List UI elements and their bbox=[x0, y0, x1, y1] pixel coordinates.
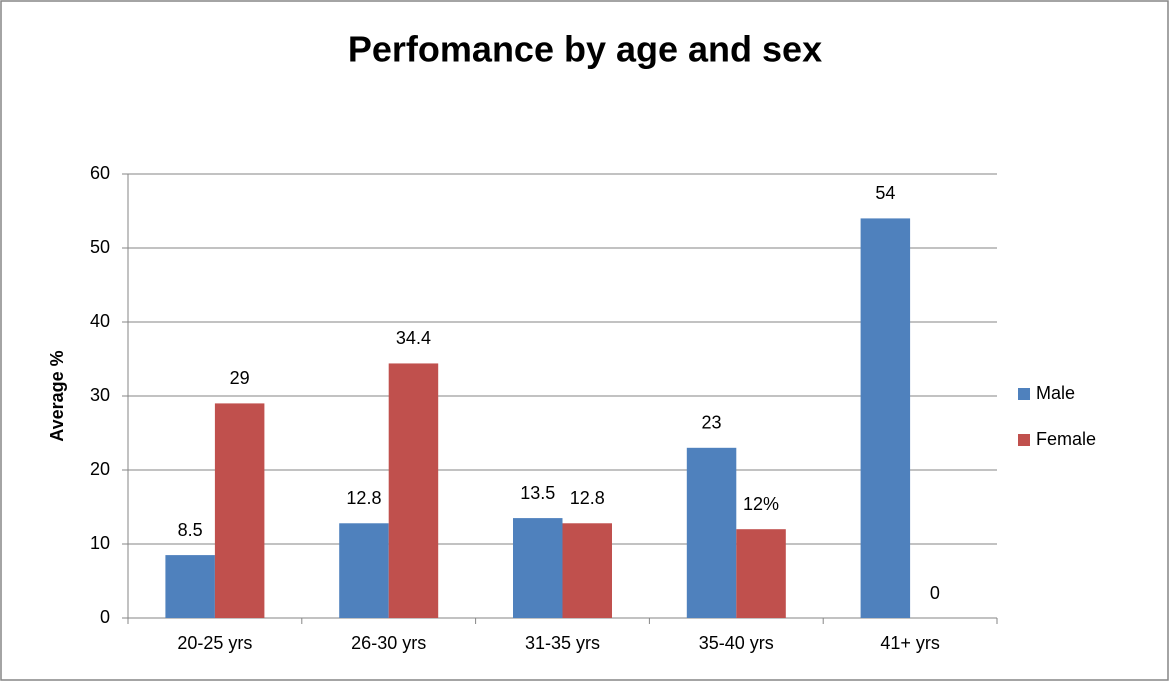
legend-swatch bbox=[1018, 388, 1030, 400]
y-tick-label: 50 bbox=[90, 237, 110, 257]
data-label: 34.4 bbox=[396, 328, 431, 348]
x-tick-label: 35-40 yrs bbox=[699, 633, 774, 653]
legend-label: Female bbox=[1036, 429, 1096, 449]
legend-label: Male bbox=[1036, 383, 1075, 403]
y-tick-label: 40 bbox=[90, 311, 110, 331]
bar bbox=[736, 529, 786, 618]
data-label: 8.5 bbox=[178, 520, 203, 540]
bar bbox=[562, 523, 612, 618]
data-label: 0 bbox=[930, 583, 940, 603]
bar bbox=[339, 523, 389, 618]
legend-swatch bbox=[1018, 434, 1030, 446]
bar bbox=[513, 518, 563, 618]
data-label: 29 bbox=[230, 368, 250, 388]
y-tick-label: 30 bbox=[90, 385, 110, 405]
data-label: 12.8 bbox=[346, 488, 381, 508]
x-tick-label: 41+ yrs bbox=[880, 633, 940, 653]
x-tick-label: 20-25 yrs bbox=[177, 633, 252, 653]
bar bbox=[686, 447, 737, 618]
data-label: 54 bbox=[875, 183, 895, 203]
bar bbox=[214, 403, 265, 618]
data-label: 12.8 bbox=[570, 488, 605, 508]
chart-title: Perfomance by age and sex bbox=[348, 29, 822, 70]
x-tick-label: 26-30 yrs bbox=[351, 633, 426, 653]
y-axis-label: Average % bbox=[47, 350, 67, 441]
y-tick-label: 60 bbox=[90, 163, 110, 183]
x-tick-label: 31-35 yrs bbox=[525, 633, 600, 653]
bar bbox=[388, 363, 439, 618]
bar bbox=[165, 555, 215, 618]
y-tick-label: 20 bbox=[90, 459, 110, 479]
y-tick-label: 0 bbox=[100, 607, 110, 627]
bar bbox=[860, 218, 911, 618]
data-label: 13.5 bbox=[520, 483, 555, 503]
data-label: 23 bbox=[702, 413, 722, 433]
data-label: 12% bbox=[743, 494, 779, 514]
y-tick-label: 10 bbox=[90, 533, 110, 553]
